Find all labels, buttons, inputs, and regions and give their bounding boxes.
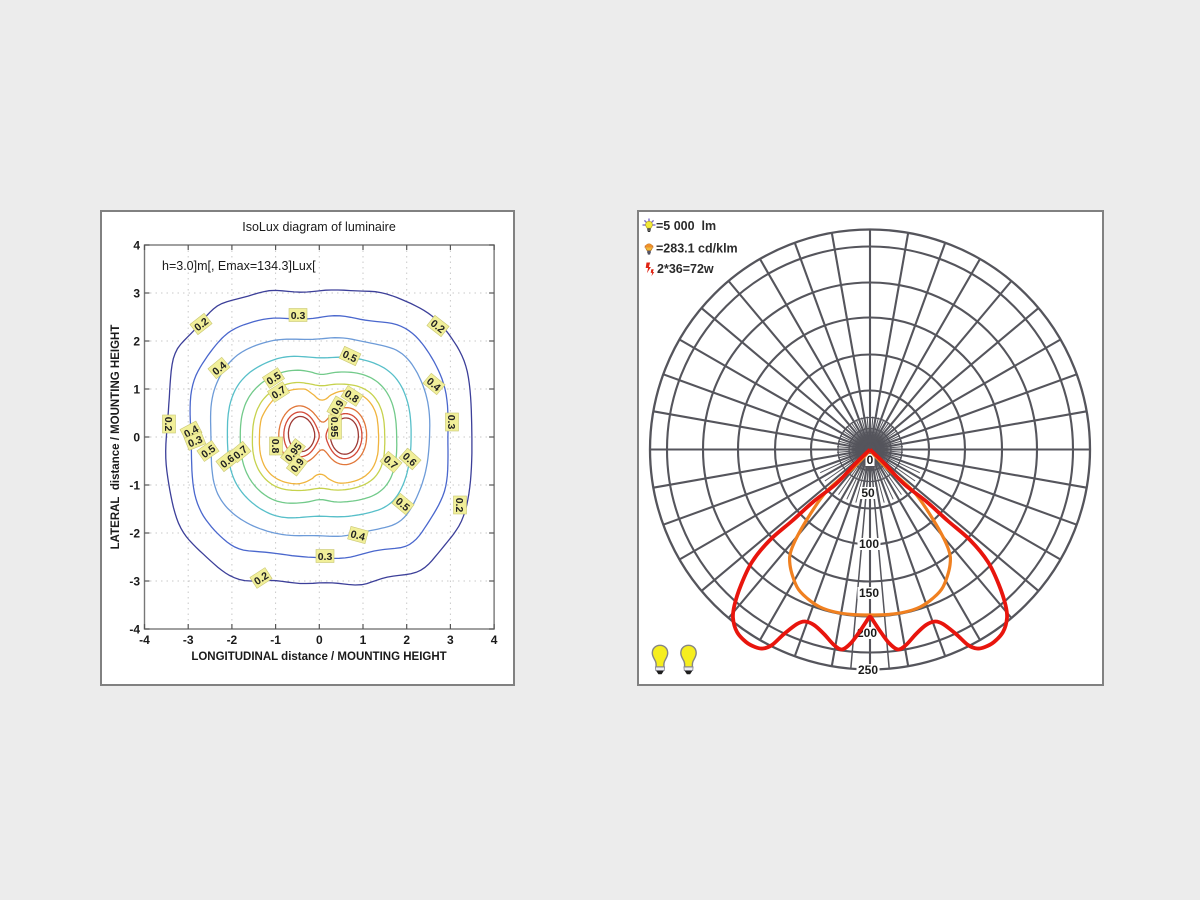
svg-text:2: 2: [403, 633, 410, 647]
svg-text:2: 2: [133, 334, 140, 348]
svg-text:-1: -1: [270, 633, 281, 647]
svg-text:0.3: 0.3: [318, 551, 333, 563]
svg-text:-4: -4: [139, 633, 150, 647]
svg-text:-3: -3: [183, 633, 194, 647]
svg-text:0.3: 0.3: [445, 415, 457, 430]
svg-text:0.5: 0.5: [340, 348, 358, 365]
svg-text:250: 250: [858, 663, 878, 677]
svg-text:LATERAL distance / MOUNTING H: LATERAL distance / MOUNTING HEIGHT: [110, 325, 122, 550]
svg-text:-2: -2: [227, 633, 238, 647]
svg-text:3: 3: [133, 286, 140, 300]
svg-text:50: 50: [861, 486, 875, 500]
svg-text:=283.1 cd/klm: =283.1 cd/klm: [656, 242, 738, 256]
svg-text:=5 000 lm: =5 000 lm: [656, 219, 716, 233]
svg-text:100: 100: [859, 537, 879, 551]
svg-text:h=3.0]m[, Emax=134.3]Lux[: h=3.0]m[, Emax=134.3]Lux[: [162, 259, 316, 273]
svg-text:0.4: 0.4: [349, 528, 366, 543]
svg-text:4: 4: [133, 238, 140, 252]
svg-text:1: 1: [360, 633, 367, 647]
svg-text:0.3: 0.3: [291, 310, 306, 322]
svg-text:0: 0: [867, 453, 874, 467]
svg-text:0: 0: [316, 633, 323, 647]
svg-text:3: 3: [447, 633, 454, 647]
svg-text:2*36=72w: 2*36=72w: [657, 262, 714, 276]
svg-text:IsoLux diagram of luminaire: IsoLux diagram of luminaire: [242, 220, 396, 234]
svg-text:LONGITUDINAL distance / MOUNTI: LONGITUDINAL distance / MOUNTING HEIGHT: [191, 651, 446, 663]
svg-text:-4: -4: [129, 622, 140, 636]
svg-text:0.3: 0.3: [186, 434, 204, 451]
svg-text:0.2: 0.2: [162, 417, 174, 432]
svg-text:0.2: 0.2: [453, 498, 465, 513]
svg-text:150: 150: [859, 586, 879, 600]
svg-text:0.8: 0.8: [269, 439, 281, 454]
svg-text:-3: -3: [129, 574, 140, 588]
svg-text:0.95: 0.95: [328, 417, 340, 438]
svg-text:4: 4: [491, 633, 498, 647]
svg-text:0: 0: [133, 430, 140, 444]
svg-text:-2: -2: [129, 526, 140, 540]
svg-text:1: 1: [133, 382, 140, 396]
svg-text:-1: -1: [129, 478, 140, 492]
